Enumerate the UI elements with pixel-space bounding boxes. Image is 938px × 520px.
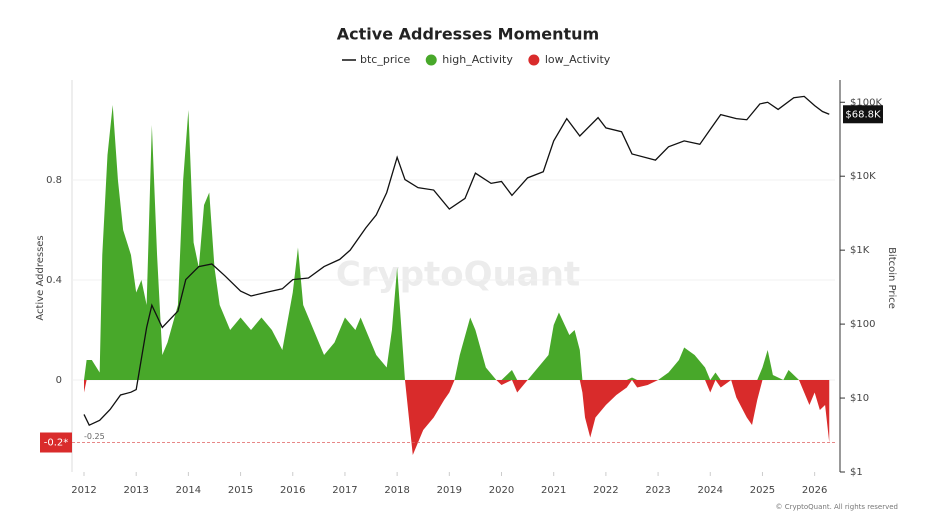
- y2-tick-label: $1K: [850, 245, 870, 256]
- x-tick-label: 2013: [123, 485, 148, 496]
- x-tick-label: 2026: [802, 485, 827, 496]
- y2-tick-label: $10: [850, 393, 869, 404]
- x-tick-label: 2020: [489, 485, 514, 496]
- current-value-label: -0.2*: [44, 438, 69, 449]
- y-tick-label: 0.8: [46, 175, 62, 186]
- footer: © CryptoQuant. All rights reserved: [776, 503, 898, 511]
- x-tick-label: 2025: [750, 485, 775, 496]
- legend-label: btc_price: [360, 53, 410, 66]
- y2-axis-title: Bitcoin Price: [886, 247, 897, 309]
- x-tick-label: 2015: [228, 485, 253, 496]
- legend-swatch: [528, 54, 540, 66]
- x-tick-label: 2012: [71, 485, 96, 496]
- x-tick-label: 2024: [698, 485, 723, 496]
- y-tick-label: 0: [56, 375, 62, 386]
- x-tick-label: 2019: [437, 485, 462, 496]
- price-line: [83, 95, 830, 427]
- y2-tick-label: $100: [850, 319, 875, 330]
- area: [84, 380, 830, 455]
- current-value-box: [40, 432, 72, 453]
- x-tick-label: 2023: [645, 485, 670, 496]
- area: [84, 105, 830, 380]
- y2-tick-label: $1: [850, 467, 863, 478]
- x-tick-label: 2022: [593, 485, 618, 496]
- x-tick-label: 2014: [176, 485, 201, 496]
- price-label: $68.8K: [845, 109, 881, 120]
- y2-tick-label: $10K: [850, 171, 876, 182]
- watermark: CryptoQuant: [336, 255, 580, 295]
- legend-swatch: [425, 54, 437, 66]
- y-axis-title: Active Addresses: [35, 235, 46, 320]
- y2-tick-label: $100K: [850, 97, 882, 108]
- x-tick-label: 2018: [384, 485, 409, 496]
- chart-title: Active Addresses Momentum: [337, 25, 599, 44]
- reference-label: -0.25: [84, 432, 105, 441]
- x-tick-label: 2017: [332, 485, 357, 496]
- legend-label: high_Activity: [442, 53, 513, 66]
- legend-label: low_Activity: [545, 53, 611, 66]
- price-box: [843, 105, 883, 124]
- x-tick-label: 2016: [280, 485, 305, 496]
- x-tick-label: 2021: [541, 485, 566, 496]
- y-tick-label: 0.4: [46, 275, 62, 286]
